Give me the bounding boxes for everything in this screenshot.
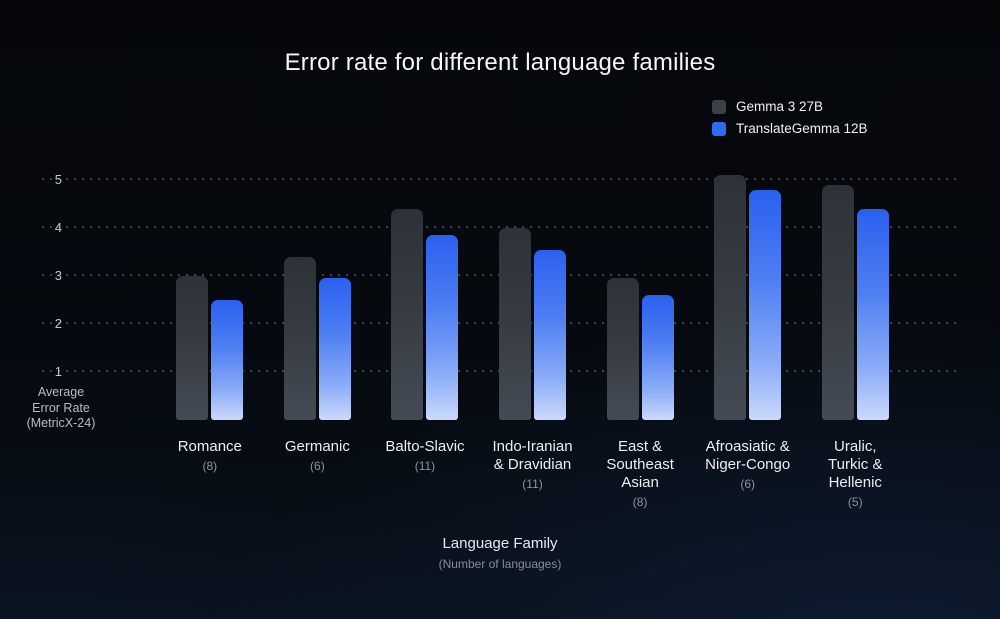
category-name: Germanic [284,438,350,455]
gridline [42,178,958,180]
bar-group-afroasiatic-niger-congo [694,160,802,420]
bar-group-romance [156,160,264,420]
category-label: Indo-Iranian & Dravidian (11) [479,438,587,509]
bar-translategemma-12b [318,278,351,420]
bar-gemma-3-27b [391,209,424,420]
y-axis-tick-label: 3 [54,268,62,283]
y-axis-tick-label: 5 [54,172,62,187]
bar-gemma-3-27b [176,276,209,420]
legend-label: TranslateGemma 12B [736,121,868,136]
bar-group-balto-slavic [371,160,479,420]
legend-label: Gemma 3 27B [736,99,824,114]
bar-translategemma-12b [749,190,782,420]
bar-translategemma-12b [534,250,567,420]
bar-translategemma-12b [856,209,889,420]
category-name: Uralic, Turkic & Hellenic [828,438,883,491]
category-count: (6) [740,477,756,491]
category-count: (5) [847,495,863,509]
legend-swatch [712,99,726,114]
bar-group-east-southeast-asian [586,160,694,420]
bar-group-indo-iranian-dravidian [479,160,587,420]
chart-title: Error rate for different language famili… [284,49,716,76]
bar-gemma-3-27b [283,257,316,420]
category-name: Romance [177,438,242,455]
bar-translategemma-12b [641,295,674,420]
bar-gemma-3-27b [499,228,532,420]
y-axis-tick-label: 2 [54,316,62,331]
category-name: Afroasiatic & Niger-Congo [705,438,791,473]
y-axis-tick-label: 4 [54,220,62,235]
bar-gemma-3-27b [606,278,639,420]
y-axis-tick-label: 1 [54,364,62,379]
category-count: (11) [414,459,436,473]
category-name: Indo-Iranian & Dravidian [492,438,573,473]
category-label: Balto-Slavic (11) [371,438,479,509]
bar-gemma-3-27b [821,185,854,420]
category-count: (6) [310,459,325,473]
y-axis-title: Average Error Rate (MetricX-24) [16,385,106,432]
x-axis-subtitle: (Number of languages) [438,557,562,571]
legend-item: Gemma 3 27B [712,99,868,114]
gridline [42,226,958,228]
x-axis-category-labels: Romance (8) Germanic (6) Balto-Slavic (11) Ind… [156,438,909,509]
category-count: (11) [522,477,543,491]
category-label: Germanic (6) [264,438,372,509]
bar-gemma-3-27b [714,175,747,420]
category-name: Balto-Slavic [385,438,465,455]
x-axis-title-block: Language Family (Number of languages) [0,535,1000,571]
y-axis-ticks: 1 2 3 4 5 [26,160,62,420]
category-name: East & Southeast Asian [606,438,674,491]
legend-item: TranslateGemma 12B [712,121,868,136]
legend: Gemma 3 27B TranslateGemma 12B [712,99,868,136]
bar-group-germanic [264,160,372,420]
category-label: Afroasiatic & Niger-Congo (6) [694,438,802,509]
bar-translategemma-12b [426,235,459,420]
category-label: Uralic, Turkic & Hellenic (5) [801,438,909,509]
category-label: East & Southeast Asian (8) [586,438,694,509]
y-axis-title-line: (MetricX-24) [26,416,96,430]
category-count: (8) [202,459,218,473]
bar-translategemma-12b [211,300,244,420]
y-axis-title-line: Average [37,385,85,399]
x-axis-title: Language Family [442,535,558,552]
plot-area [156,160,909,420]
y-axis-title-line: Error Rate [32,400,90,415]
bar-group-uralic-turkic-hellenic [801,160,909,420]
legend-swatch [712,121,726,136]
category-count: (8) [632,495,648,509]
category-label: Romance (8) [156,438,264,509]
